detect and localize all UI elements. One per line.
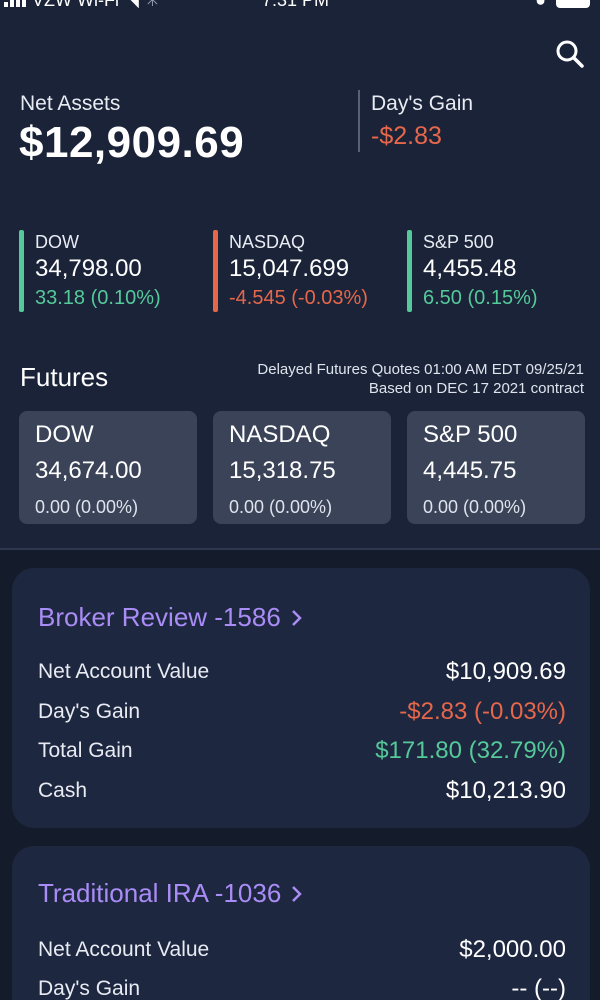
row-value: $171.80 (32.79%) bbox=[375, 737, 566, 764]
loading-icon: ✳ bbox=[145, 0, 160, 11]
index-name: S&P 500 bbox=[423, 232, 494, 252]
net-assets-label: Net Assets bbox=[20, 92, 121, 115]
index-change: -4.545 (-0.03%) bbox=[229, 287, 368, 309]
account-row-days-gain: Day's Gain -$2.83 (-0.03%) bbox=[38, 698, 566, 726]
account-row-cash: Cash $10,213.90 bbox=[38, 777, 566, 805]
lock-icon: ● bbox=[535, 0, 546, 11]
row-value: $2,000.00 bbox=[459, 936, 566, 963]
index-dow[interactable]: DOW 34,798.00 33.18 (0.10%) bbox=[19, 230, 199, 312]
futures-name: NASDAQ bbox=[229, 421, 331, 448]
futures-card-sp500[interactable]: S&P 500 4,445.75 0.00 (0.00%) bbox=[407, 411, 585, 524]
futures-note-line1: Delayed Futures Quotes 01:00 AM EDT 09/2… bbox=[257, 361, 584, 378]
futures-value: 4,445.75 bbox=[423, 457, 517, 484]
account-title: Broker Review -1586 bbox=[38, 602, 281, 632]
account-row-net-value: Net Account Value $10,909.69 bbox=[38, 658, 566, 686]
row-label: Total Gain bbox=[38, 739, 133, 762]
futures-value: 15,318.75 bbox=[229, 457, 336, 484]
row-value: $10,909.69 bbox=[445, 658, 566, 685]
index-name: NASDAQ bbox=[229, 232, 306, 252]
battery-icon bbox=[556, 0, 590, 8]
status-time: 7:31 PM bbox=[262, 0, 329, 11]
futures-change: 0.00 (0.00%) bbox=[229, 497, 333, 517]
status-right: ● bbox=[535, 0, 590, 11]
account-row-total-gain: Total Gain $171.80 (32.79%) bbox=[38, 737, 566, 765]
section-divider bbox=[0, 548, 600, 550]
row-label: Net Account Value bbox=[38, 660, 210, 683]
net-assets-value: $12,909.69 bbox=[19, 118, 245, 167]
index-name: DOW bbox=[35, 232, 79, 252]
index-nasdaq[interactable]: NASDAQ 15,047.699 -4.545 (-0.03%) bbox=[213, 230, 403, 312]
row-label: Day's Gain bbox=[38, 977, 141, 1000]
chevron-right-icon bbox=[291, 609, 302, 626]
row-label: Day's Gain bbox=[38, 700, 141, 723]
account-row-days-gain: Day's Gain -- (--) bbox=[38, 975, 566, 1000]
search-icon bbox=[556, 40, 584, 68]
row-label: Net Account Value bbox=[38, 938, 210, 961]
days-gain-label: Day's Gain bbox=[371, 92, 474, 115]
index-change: 6.50 (0.15%) bbox=[423, 287, 538, 309]
account-title: Traditional IRA -1036 bbox=[38, 878, 282, 908]
index-indicator-bar bbox=[407, 230, 412, 312]
futures-name: DOW bbox=[35, 421, 94, 448]
status-left: VZW Wi-Fi ◥ ✳ bbox=[4, 0, 160, 11]
search-button[interactable] bbox=[554, 38, 586, 70]
chevron-right-icon bbox=[292, 885, 303, 902]
account-card-broker-review: Broker Review -1586 Net Account Value $1… bbox=[12, 568, 590, 828]
futures-note: Delayed Futures Quotes 01:00 AM EDT 09/2… bbox=[257, 360, 584, 398]
signal-icon bbox=[4, 0, 26, 7]
futures-card-nasdaq[interactable]: NASDAQ 15,318.75 0.00 (0.00%) bbox=[213, 411, 391, 524]
futures-change: 0.00 (0.00%) bbox=[35, 497, 139, 517]
index-indicator-bar bbox=[213, 230, 218, 312]
status-bar: VZW Wi-Fi ◥ ✳ 7:31 PM ● bbox=[0, 0, 600, 12]
account-row-net-value: Net Account Value $2,000.00 bbox=[38, 936, 566, 964]
account-title-link[interactable]: Broker Review -1586 bbox=[38, 602, 303, 633]
futures-note-line2: Based on DEC 17 2021 contract bbox=[368, 380, 584, 397]
futures-card-dow[interactable]: DOW 34,674.00 0.00 (0.00%) bbox=[19, 411, 197, 524]
row-value: -- (--) bbox=[511, 975, 566, 1000]
account-title-link[interactable]: Traditional IRA -1036 bbox=[38, 878, 303, 909]
index-change: 33.18 (0.10%) bbox=[35, 287, 161, 309]
index-value: 34,798.00 bbox=[35, 255, 142, 282]
account-card-traditional-ira: Traditional IRA -1036 Net Account Value … bbox=[12, 846, 590, 1000]
index-indicator-bar bbox=[19, 230, 24, 312]
summary-divider bbox=[358, 90, 360, 152]
row-value: $10,213.90 bbox=[445, 777, 566, 804]
futures-title: Futures bbox=[20, 362, 109, 392]
futures-value: 34,674.00 bbox=[35, 457, 142, 484]
index-sp500[interactable]: S&P 500 4,455.48 6.50 (0.15%) bbox=[407, 230, 587, 312]
index-value: 15,047.699 bbox=[229, 255, 350, 282]
row-label: Cash bbox=[38, 779, 88, 802]
row-value: -$2.83 (-0.03%) bbox=[399, 698, 566, 725]
days-gain-value: -$2.83 bbox=[371, 122, 442, 150]
futures-change: 0.00 (0.00%) bbox=[423, 497, 527, 517]
wifi-icon: ◥ bbox=[125, 0, 139, 11]
index-value: 4,455.48 bbox=[423, 255, 517, 282]
carrier-label: VZW Wi-Fi bbox=[32, 0, 119, 11]
futures-name: S&P 500 bbox=[423, 421, 518, 448]
